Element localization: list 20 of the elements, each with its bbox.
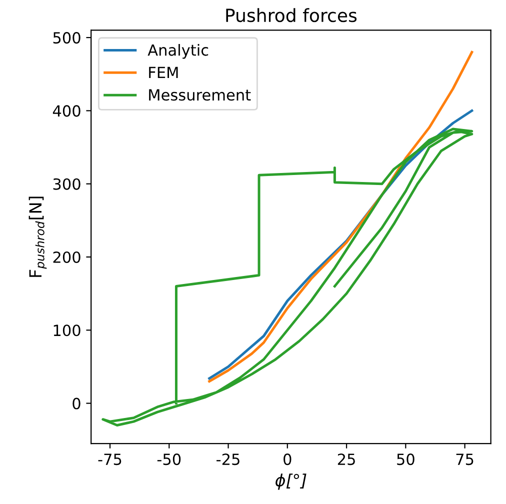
y-tick-label: 0 [72, 398, 80, 410]
x-axis-title: ϕ[°] [276, 474, 306, 490]
y-tick-label: 400 [52, 105, 80, 117]
x-tick-label: -75 [98, 454, 122, 466]
y-tick-label: 100 [54, 324, 80, 336]
y-tick-label: 200 [53, 251, 80, 264]
legend-label: Messurement [149, 89, 251, 101]
y-tick-label: 500 [53, 32, 80, 44]
x-tick-label: 75 [456, 454, 474, 466]
legend-label: FEM [149, 66, 178, 78]
x-tick-label: -25 [216, 454, 240, 466]
x-tick-label: 25 [338, 454, 355, 466]
y-axis-title: F$_{pushrod}$[N] [28, 196, 47, 277]
chart-title: Pushrod forces [226, 8, 357, 22]
line-series [102, 128, 474, 426]
y-tick-label: 300 [53, 178, 80, 190]
x-tick-label: 50 [397, 454, 414, 466]
legend-label: Analytic [148, 44, 208, 59]
x-tick-label: 0 [284, 454, 292, 466]
x-tick-label: -50 [157, 454, 181, 466]
